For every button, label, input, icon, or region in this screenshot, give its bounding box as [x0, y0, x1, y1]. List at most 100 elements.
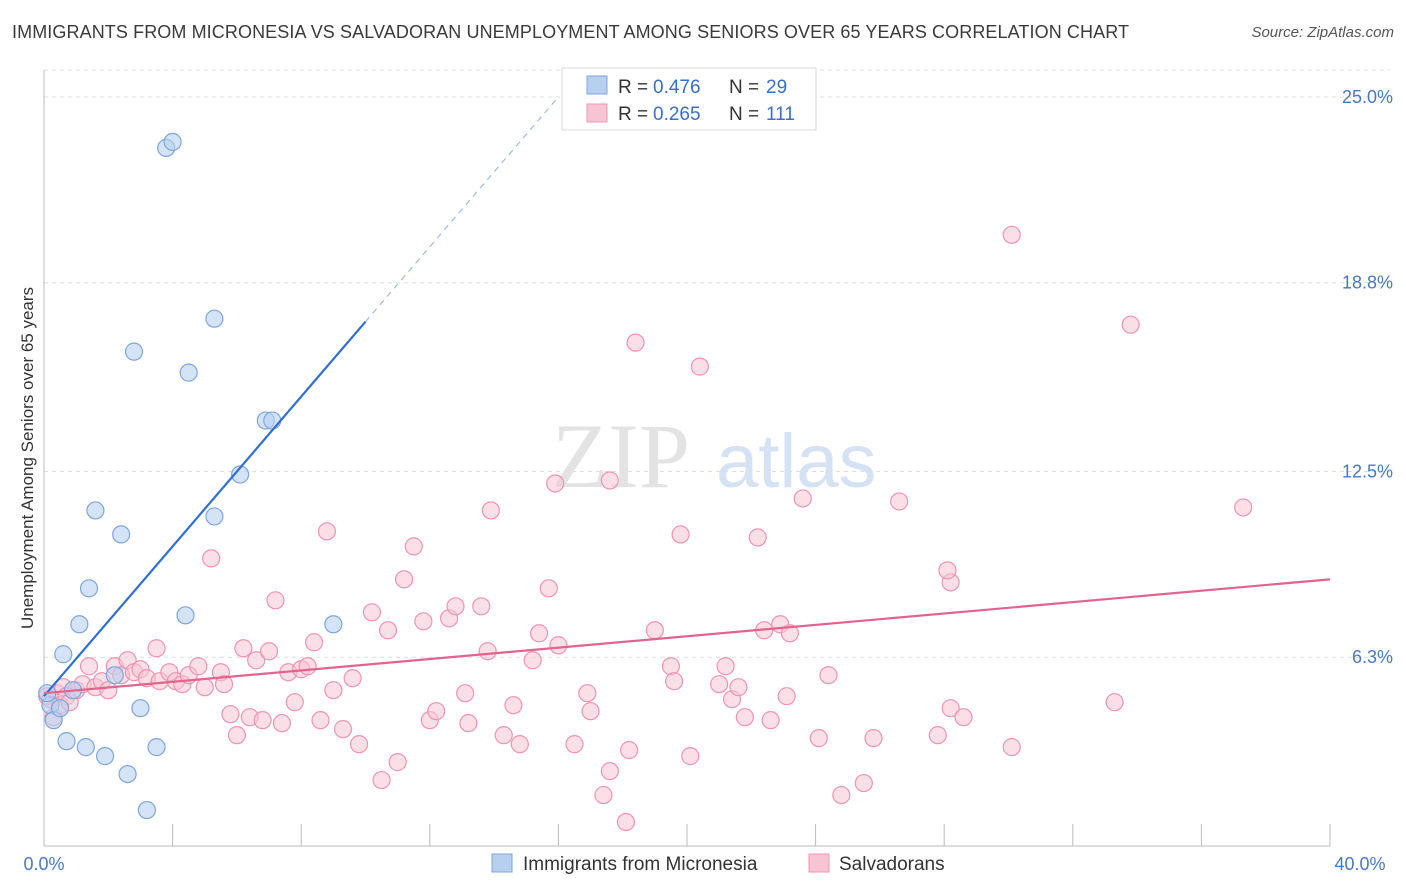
salvadorans-point: [99, 681, 118, 700]
salvadorans-point: [864, 729, 883, 748]
salvadorans-point: [446, 597, 465, 616]
legend-n-label: N =: [729, 77, 759, 98]
salvadorans-point: [259, 642, 279, 661]
micronesia-point: [50, 699, 70, 718]
salvadorans-point: [671, 525, 690, 544]
salvadorans-point: [227, 726, 246, 745]
legend-r-label: R =: [618, 77, 648, 98]
micronesia-point: [137, 800, 156, 820]
salvadorans-point: [504, 696, 523, 715]
salvadorans-point: [234, 639, 253, 658]
salvadorans-point: [600, 471, 619, 490]
salvadorans-point: [616, 812, 636, 832]
series-legend: Immigrants from Micronesia Salvadorans: [491, 853, 945, 875]
series-label-salvadorans: Salvadorans: [839, 854, 945, 875]
salvadorans-point: [809, 729, 828, 748]
x-tick-label-max: 40.0%: [1334, 854, 1385, 874]
micronesia-point: [105, 666, 124, 685]
salvadorans-point: [954, 708, 973, 727]
source-credit: Source: ZipAtlas.com: [1251, 24, 1394, 41]
salvadorans-point: [716, 657, 735, 676]
salvadorans-point: [266, 591, 285, 610]
salvadorans-point: [394, 570, 414, 589]
trend-lines: [43, 96, 1331, 697]
salvadorans-point: [710, 675, 729, 694]
salvadorans-point: [941, 699, 960, 718]
micronesia-point: [118, 764, 137, 784]
salvadorans-point: [581, 702, 600, 721]
salvadorans-point: [510, 735, 529, 754]
salvadorans-point: [578, 684, 597, 703]
series-swatch-salvadorans: [808, 853, 830, 873]
legend-n-value: 29: [766, 77, 787, 98]
salvadorans-point: [539, 579, 558, 598]
salvadorans-point: [459, 714, 478, 733]
salvadorans-point: [214, 675, 234, 694]
salvadorans-point: [600, 761, 619, 781]
salvadorans-trendline: [43, 578, 1331, 695]
legend-r-value: 0.265: [653, 104, 701, 125]
y-tick-label: 18.8%: [1342, 273, 1393, 293]
micronesia-point: [112, 525, 131, 544]
salvadorans-point: [311, 711, 330, 730]
salvadorans-point: [253, 711, 272, 730]
salvadorans-point: [372, 770, 391, 790]
legend-r-value: 0.476: [653, 77, 701, 98]
salvadorans-point: [620, 741, 639, 760]
salvadorans-point: [832, 785, 851, 805]
salvadorans-point: [938, 561, 957, 580]
micronesia-point: [79, 579, 99, 598]
salvadorans-point: [478, 642, 497, 661]
salvadorans-point: [645, 621, 664, 640]
salvadorans-point: [565, 735, 584, 754]
salvadorans-point: [1002, 225, 1021, 244]
salvadorans-point: [665, 672, 684, 691]
micronesia-point: [176, 606, 195, 625]
salvadorans-point: [1105, 693, 1124, 712]
salvadorans-point: [247, 651, 266, 670]
salvadorans-point: [378, 621, 398, 640]
salvadorans-point: [748, 528, 767, 547]
salvadorans-point: [343, 669, 362, 688]
x-ticks: [43, 824, 1331, 846]
salvadorans-point: [285, 693, 304, 712]
y-tick-labels: 6.3% 12.5% 18.8% 25.0%: [1342, 87, 1393, 667]
micronesia-point: [54, 645, 73, 664]
micronesia-point: [124, 342, 144, 361]
salvadorans-point: [317, 522, 337, 541]
watermark-zip: ZIP: [552, 405, 690, 507]
salvadorans-point: [324, 681, 343, 700]
micronesia-point: [147, 738, 166, 757]
salvadorans-point: [890, 492, 909, 511]
micronesia-point: [70, 615, 89, 634]
salvadorans-point: [349, 735, 369, 754]
micronesia-point: [231, 465, 250, 484]
micronesia-point: [263, 411, 282, 430]
salvadorans-point: [626, 333, 645, 352]
y-axis-title: Unemployment Among Seniors over 65 years: [18, 287, 37, 629]
salvadorans-point: [928, 726, 947, 745]
legend-r-label: R =: [618, 104, 648, 125]
legend-swatch-salvadorans: [586, 103, 608, 123]
salvadorans-point: [594, 785, 613, 805]
salvadorans-point: [147, 639, 166, 658]
salvadorans-point: [427, 702, 446, 721]
salvadorans-point: [456, 684, 475, 703]
salvadorans-point: [388, 753, 407, 772]
salvadorans-point: [1234, 498, 1253, 517]
micronesia-points: [38, 132, 343, 820]
y-tick-label: 6.3%: [1352, 647, 1393, 667]
salvadorans-point: [414, 612, 433, 631]
series-label-micronesia: Immigrants from Micronesia: [523, 854, 758, 875]
salvadorans-point: [333, 720, 353, 739]
salvadorans-point: [272, 714, 292, 733]
series-swatch-micronesia: [491, 853, 513, 873]
micronesia-point: [76, 738, 95, 757]
micronesia-point: [205, 309, 224, 328]
micronesia-point: [57, 732, 76, 751]
salvadorans-point: [549, 636, 568, 655]
legend-n-value: 111: [766, 104, 795, 125]
legend-n-label: N =: [729, 104, 759, 125]
salvadorans-point: [546, 474, 565, 493]
